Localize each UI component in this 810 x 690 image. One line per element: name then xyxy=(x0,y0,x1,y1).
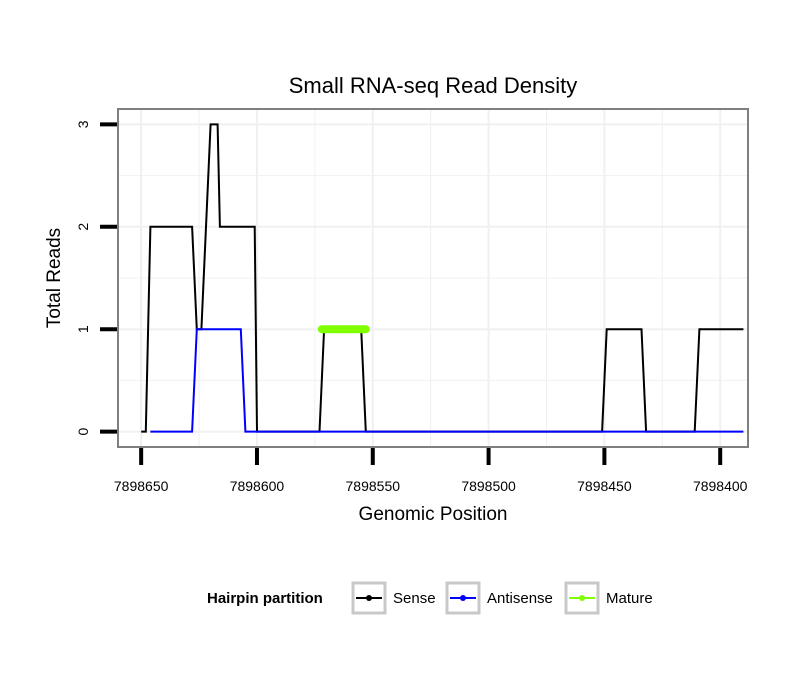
chart-title: Small RNA-seq Read Density xyxy=(289,73,578,98)
legend-key-point xyxy=(366,595,372,601)
plot-panel-border xyxy=(117,108,749,448)
x-tick-label: 7898400 xyxy=(693,478,748,494)
series-line-antisense xyxy=(150,328,744,433)
legend-label-mature: Mature xyxy=(606,590,653,607)
y-tick-label: 1 xyxy=(75,325,91,333)
legend-title: Hairpin partition xyxy=(207,590,323,607)
legend-key-point xyxy=(460,595,466,601)
y-axis-ticks: 0 1 2 3 xyxy=(75,120,117,436)
x-tick-label: 7898650 xyxy=(114,478,169,494)
x-axis-label: Genomic Position xyxy=(359,504,508,525)
legend: Hairpin partition Sense Antisense Mature xyxy=(207,581,653,615)
y-tick-label: 3 xyxy=(75,120,91,128)
x-tick-label: 7898600 xyxy=(230,478,285,494)
x-tick-label: 7898450 xyxy=(577,478,632,494)
legend-label-antisense: Antisense xyxy=(487,590,553,607)
y-axis-label: Total Reads xyxy=(44,228,65,328)
y-tick-label: 0 xyxy=(75,428,91,436)
x-axis-ticks: 7898650 7898600 7898550 7898500 7898450 78984… xyxy=(114,448,748,494)
legend-label-sense: Sense xyxy=(393,590,436,607)
x-tick-label: 7898550 xyxy=(346,478,401,494)
legend-key-point xyxy=(579,595,585,601)
x-tick-label: 7898500 xyxy=(461,478,516,494)
series-lines xyxy=(141,123,744,433)
y-tick-label: 2 xyxy=(75,223,91,231)
